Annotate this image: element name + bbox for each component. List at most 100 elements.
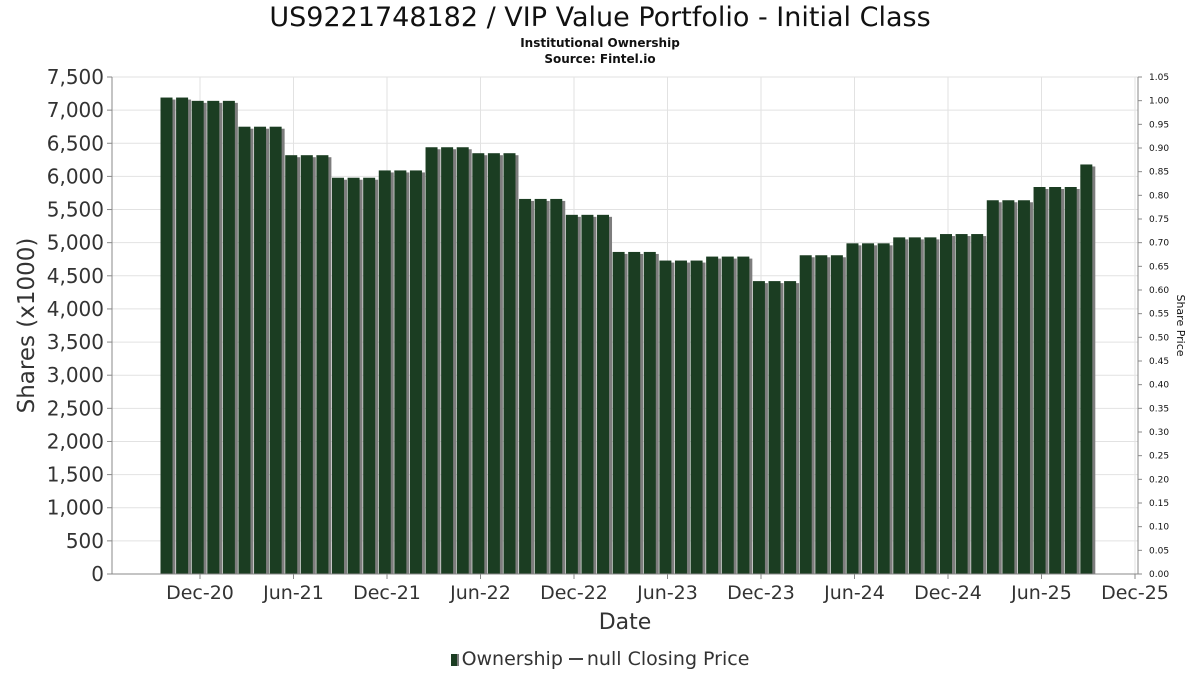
y2-tick-label: 1.05 [1149,73,1169,83]
bar [534,198,547,574]
bar [191,100,204,574]
bar [565,214,578,575]
y2-tick-label: 0.90 [1149,144,1169,154]
bar [285,155,298,574]
y-tick-label: 2,000 [47,429,104,453]
bars-ownership [160,97,1096,575]
legend: Ownership null Closing Price [0,648,1200,670]
y2-tick-label: 0.15 [1149,499,1169,509]
y-axis-label: Shares (x1000) [14,238,40,414]
bar [768,281,781,574]
bar [331,177,344,574]
x-axis-label: Date [599,610,652,635]
bar [784,281,797,574]
y-tick-label: 6,500 [47,131,104,155]
bar [659,260,672,574]
x-tick-label: Dec-20 [166,582,234,604]
bar [830,255,843,575]
x-tick-label: Jun-24 [823,582,885,604]
y2-tick-label: 0.40 [1149,381,1169,391]
y-tick-label: 7,500 [47,65,104,89]
bar [1002,200,1015,575]
bar [176,97,189,574]
bar [1033,187,1046,574]
y-tick-label: 6,000 [47,164,104,188]
bar [222,100,235,574]
bar [269,126,282,574]
y-tick-label: 1,000 [47,496,104,520]
legend-ownership-label: Ownership [461,648,563,670]
x-tick-label: Jun-25 [1010,582,1072,604]
bar [347,177,360,574]
x-tick-label: Dec-24 [914,582,982,604]
bar [893,237,906,574]
bar [908,237,921,574]
bar [238,126,251,574]
y2-tick-label: 0.60 [1149,286,1169,296]
bar [441,147,454,574]
y2-tick-label: 0.25 [1149,452,1169,462]
bar [924,237,937,574]
y2-tick-label: 0.45 [1149,357,1169,367]
bar [1064,187,1077,574]
bar [612,251,625,574]
y2-tick-label: 0.20 [1149,475,1169,485]
y-tick-label: 0 [91,562,104,586]
x-tick-label: Jun-22 [449,582,511,604]
y-tick-label: 5,500 [47,198,104,222]
x-tick-label: Jun-21 [262,582,324,604]
y-tick-label: 3,500 [47,330,104,354]
ownership-legend-icon [450,654,459,666]
chart-subtitle: Institutional Ownership [520,36,680,50]
y2-tick-label: 0.50 [1149,333,1169,343]
y-tick-label: 1,500 [47,463,104,487]
bar [550,198,563,574]
bar [862,243,875,574]
bar [472,153,485,574]
bar [316,155,329,574]
y2-tick-label: 1.00 [1149,97,1169,107]
bar [519,198,532,574]
bar [300,155,313,574]
bar [487,153,500,574]
bar [940,234,952,574]
bar [597,214,610,575]
bar [706,256,719,574]
y2-tick-label: 0.75 [1149,215,1169,225]
y-tick-label: 3,000 [47,363,104,387]
bar [1049,187,1062,574]
bar [254,126,267,574]
bar [628,251,641,574]
bar [503,153,516,574]
y-tick-label: 4,000 [47,297,104,321]
bar [737,256,750,574]
bar [1080,164,1093,575]
bar [456,147,469,574]
bar [955,234,968,574]
bar [1017,200,1030,575]
y-tick-label: 2,500 [47,396,104,420]
y-tick-label: 7,000 [47,98,104,122]
bar [752,281,765,574]
y-tick-label: 5,000 [47,231,104,255]
bar [877,243,890,574]
y2-tick-label: 0.10 [1149,523,1169,533]
bar [846,243,859,574]
x-tick-label: Dec-23 [727,582,795,604]
bar [690,260,703,574]
y2-tick-label: 0.80 [1149,191,1169,201]
y2-axis-label: Share Price [1174,294,1187,356]
bar [207,100,220,574]
x-tick-label: Dec-21 [353,582,421,604]
y2-tick-label: 0.30 [1149,428,1169,438]
bar [799,255,812,575]
y2-tick-label: 0.05 [1149,546,1169,556]
bar [581,214,594,575]
bar [643,251,656,574]
y2-tick-label: 0.95 [1149,120,1169,130]
y2-tick-label: 0.35 [1149,404,1169,414]
bar [160,97,173,574]
y2-tick-label: 0.85 [1149,168,1169,178]
axes: 0 500 1,000 1,500 2,000 2,500 3,000 3,500 4,000 4… [47,65,1170,604]
